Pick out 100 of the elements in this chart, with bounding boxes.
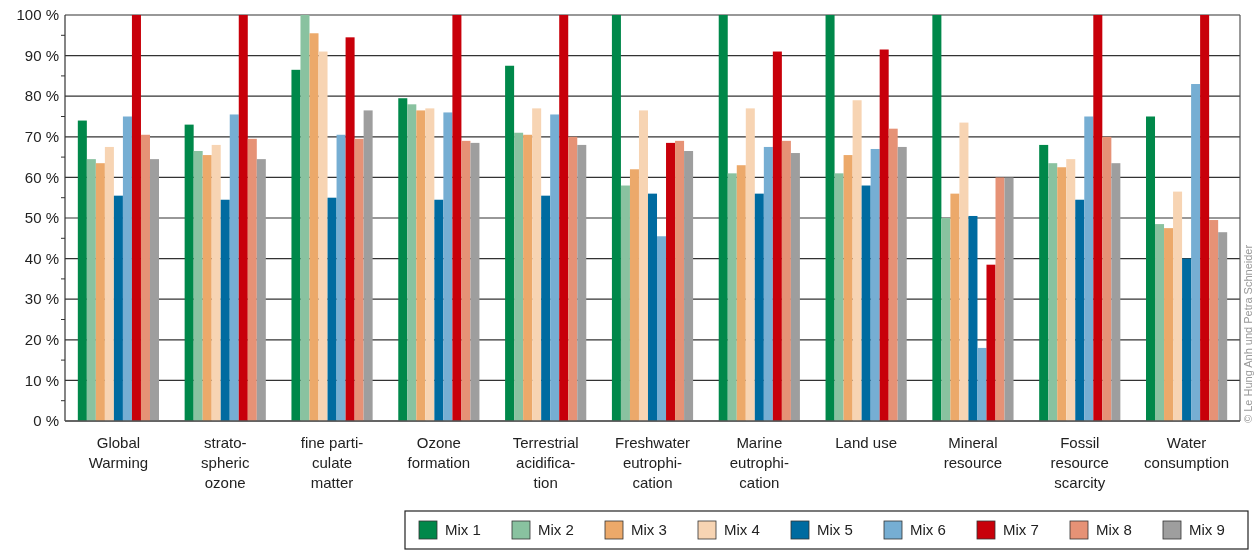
bar xyxy=(1155,224,1165,421)
y-tick-label: 30 % xyxy=(24,290,59,308)
bar xyxy=(541,195,551,421)
x-tick-label: fine parti- culate matter xyxy=(300,434,364,491)
bar xyxy=(638,110,648,421)
bar xyxy=(1039,144,1049,421)
bar xyxy=(568,136,578,421)
legend-label: Mix 9 xyxy=(1189,521,1225,539)
bar xyxy=(514,132,524,421)
bar xyxy=(897,146,907,421)
legend-label: Mix 2 xyxy=(538,521,574,539)
y-tick-label: 20 % xyxy=(24,331,59,349)
y-tick-label: 100 % xyxy=(16,6,59,24)
legend-label: Mix 8 xyxy=(1096,521,1132,539)
legend-label: Mix 7 xyxy=(1003,521,1039,539)
x-tick-label: Global Warming xyxy=(88,434,149,471)
bar xyxy=(825,15,835,421)
bar xyxy=(398,98,408,421)
legend-label: Mix 5 xyxy=(817,521,853,539)
bar xyxy=(532,108,542,421)
bar xyxy=(309,33,319,421)
y-tick-label: 40 % xyxy=(24,249,59,267)
bar xyxy=(434,199,444,421)
bar xyxy=(86,159,96,421)
bar xyxy=(1048,163,1058,421)
bar xyxy=(1146,116,1156,421)
bar xyxy=(772,51,782,421)
x-tick-label: Land use xyxy=(835,434,897,451)
bar xyxy=(1066,159,1076,421)
bar xyxy=(1004,177,1014,421)
bar xyxy=(870,148,880,421)
bar xyxy=(950,193,960,421)
legend-label: Mix 4 xyxy=(724,521,760,539)
bar xyxy=(202,155,212,421)
bar xyxy=(1173,191,1183,421)
bar xyxy=(327,197,337,421)
bar xyxy=(443,112,453,421)
bar xyxy=(577,144,587,421)
bar xyxy=(363,110,373,421)
bar xyxy=(620,185,630,421)
bar xyxy=(300,15,310,421)
bar xyxy=(941,218,951,421)
x-tick-label: Fossil resource scarcity xyxy=(1050,434,1109,491)
legend-label: Mix 1 xyxy=(445,521,481,539)
bar xyxy=(407,104,417,421)
bar xyxy=(354,138,364,421)
bar xyxy=(647,193,658,421)
bar xyxy=(986,264,996,421)
bar xyxy=(968,215,978,421)
bar xyxy=(559,15,569,421)
bar xyxy=(149,159,159,421)
legend-label: Mix 3 xyxy=(631,521,667,539)
x-tick-label: Ozone formation xyxy=(407,434,471,471)
bar xyxy=(879,49,889,421)
bar xyxy=(718,15,728,421)
x-tick-label: Water consumption xyxy=(1144,434,1230,471)
bar xyxy=(1102,136,1112,421)
bar xyxy=(1093,15,1103,421)
bar xyxy=(452,15,462,421)
bar xyxy=(1075,199,1085,421)
x-tick-label: Terrestrial acidifica- tion xyxy=(512,434,579,491)
bar xyxy=(505,65,515,421)
bar xyxy=(1209,220,1219,421)
bar xyxy=(550,114,560,421)
bar xyxy=(336,134,346,421)
bar xyxy=(611,15,621,421)
bar xyxy=(1182,258,1192,421)
bar xyxy=(834,173,844,421)
bar xyxy=(193,151,203,421)
text: © Le Hung Anh und Petra Schneider xyxy=(1242,244,1254,423)
y-tick-label: 10 % xyxy=(24,371,59,389)
bar xyxy=(1191,84,1201,421)
bar xyxy=(345,37,355,421)
bar xyxy=(736,165,746,421)
bar xyxy=(790,153,800,421)
bar xyxy=(781,140,791,421)
bar xyxy=(959,122,969,421)
bar xyxy=(211,144,221,421)
y-tick-label: 50 % xyxy=(24,209,59,227)
bar xyxy=(1164,228,1174,421)
bar xyxy=(995,177,1005,421)
bar xyxy=(666,142,676,421)
y-tick-label: 0 % xyxy=(33,412,59,430)
bar xyxy=(461,140,471,421)
bar xyxy=(657,236,667,421)
bar xyxy=(318,51,328,421)
bar xyxy=(1057,167,1067,421)
bar xyxy=(95,163,105,421)
bar xyxy=(229,114,239,421)
y-tick-label: 60 % xyxy=(24,168,59,186)
bar xyxy=(684,151,694,421)
bar xyxy=(113,195,123,421)
bar xyxy=(416,110,426,421)
bar xyxy=(1200,15,1210,421)
bar xyxy=(140,134,150,421)
bar xyxy=(425,108,435,421)
bar xyxy=(77,120,87,421)
bar xyxy=(843,155,853,421)
bar xyxy=(184,124,194,421)
legend-label: Mix 6 xyxy=(910,521,946,539)
